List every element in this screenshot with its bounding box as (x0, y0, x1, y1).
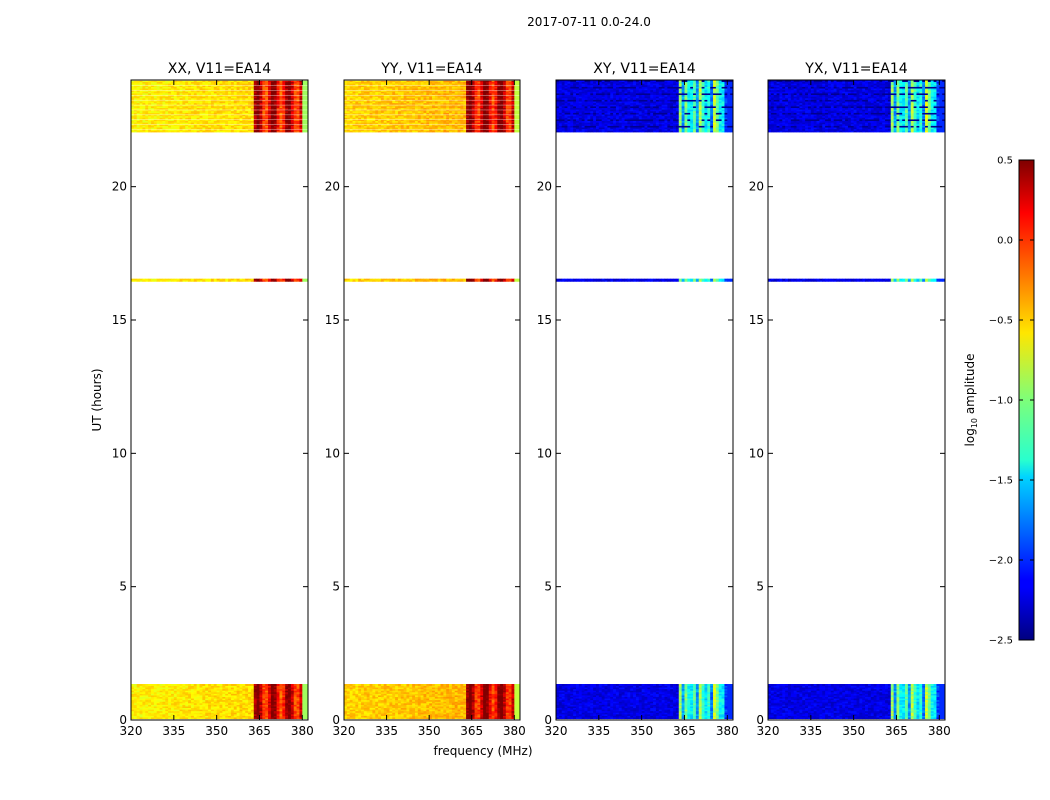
x-tick-label: 365 (673, 724, 696, 738)
x-tick-label: 350 (842, 724, 865, 738)
y-tick-label: 20 (325, 180, 340, 194)
axes-frame (555, 79, 734, 721)
colorbar-tick-label: 0.5 (997, 156, 1013, 167)
x-tick-label: 350 (630, 724, 653, 738)
y-tick-label: 10 (112, 446, 127, 460)
x-tick-label: 350 (418, 724, 441, 738)
colorbar-label: log10 amplitude (963, 354, 979, 447)
colorbar-tick-label: 0.0 (997, 236, 1013, 247)
data-band (344, 278, 520, 282)
x-tick-label: 380 (291, 724, 314, 738)
y-tick-label: 0 (544, 713, 552, 727)
x-tick-label: 320 (545, 724, 568, 738)
panel-title: YY, V11=EA14 (380, 61, 482, 77)
colorbar-tick-label: −1.5 (989, 476, 1013, 487)
y-tick-label: 20 (537, 180, 552, 194)
y-tick-label: 5 (332, 580, 340, 594)
x-tick-label: 365 (460, 724, 483, 738)
data-band (768, 80, 945, 133)
x-tick-label: 365 (885, 724, 908, 738)
data-band (556, 278, 733, 282)
data-band (131, 684, 308, 720)
y-tick-label: 15 (537, 313, 552, 327)
axes-frame (130, 79, 309, 721)
x-tick-label: 320 (757, 724, 780, 738)
y-tick-label: 5 (119, 580, 127, 594)
panel-1: YY, V11=EA14 320 335 350 365 380 0 5 10 15 20 (325, 61, 526, 738)
y-tick-label: 10 (749, 446, 764, 460)
colorbar-tick-label: −2.5 (989, 636, 1013, 647)
panel-0: XX, V11=EA14 320 335 350 365 380 0 5 10 15 20 (112, 61, 314, 738)
x-axis-label: frequency (MHz) (433, 744, 532, 758)
plot-area (131, 80, 308, 720)
data-band (768, 278, 945, 282)
colorbar-tick-label: −0.5 (989, 316, 1013, 327)
data-band (131, 278, 308, 282)
x-tick-label: 320 (120, 724, 143, 738)
y-tick-label: 15 (325, 313, 340, 327)
x-tick-label: 335 (375, 724, 398, 738)
axes-frame (767, 79, 946, 721)
x-tick-label: 335 (587, 724, 610, 738)
data-band (556, 80, 733, 133)
x-tick-label: 320 (333, 724, 356, 738)
y-tick-label: 20 (749, 180, 764, 194)
y-tick-label: 0 (332, 713, 340, 727)
plot-area (556, 80, 733, 720)
colorbar-tick-label: −1.0 (989, 396, 1013, 407)
x-tick-label: 335 (799, 724, 822, 738)
x-tick-label: 335 (162, 724, 185, 738)
x-tick-label: 380 (716, 724, 739, 738)
panel-title: XY, V11=EA14 (593, 61, 695, 77)
axes-frame (343, 79, 521, 721)
x-tick-label: 350 (205, 724, 228, 738)
y-tick-label: 0 (756, 713, 764, 727)
plot-area (344, 80, 520, 720)
y-tick-label: 10 (325, 446, 340, 460)
y-tick-label: 5 (544, 580, 552, 594)
heatmap (556, 80, 733, 720)
panel-3: YX, V11=EA14 320 335 350 365 380 0 5 10 15 20 (749, 61, 951, 738)
data-band (344, 684, 520, 720)
y-tick-label: 20 (112, 180, 127, 194)
heatmap (344, 80, 520, 720)
figure-title: 2017-07-11 0.0-24.0 (527, 15, 651, 29)
colorbar-tick-label: −2.0 (989, 556, 1013, 567)
panel-title: XX, V11=EA14 (168, 61, 272, 77)
heatmap (768, 80, 945, 720)
y-tick-label: 15 (112, 313, 127, 327)
y-tick-label: 15 (749, 313, 764, 327)
y-tick-label: 0 (119, 713, 127, 727)
data-band (768, 684, 945, 720)
x-tick-label: 365 (248, 724, 271, 738)
y-tick-label: 10 (537, 446, 552, 460)
data-band (344, 80, 520, 133)
y-axis-label: UT (hours) (90, 368, 104, 431)
heatmap (131, 80, 308, 720)
panel-2: XY, V11=EA14 320 335 350 365 380 0 5 10 15 20 (537, 61, 739, 738)
colorbar-ticks: 0.5 0.0 −0.5 −1.0 −1.5 −2.0 −2.5 (989, 156, 1034, 647)
x-tick-label: 380 (928, 724, 951, 738)
x-tick-label: 380 (503, 724, 526, 738)
colorbar: 0.5 0.0 −0.5 −1.0 −1.5 −2.0 −2.5 log10 amplitu… (963, 156, 1035, 647)
panel-title: YX, V11=EA14 (804, 61, 907, 77)
plot-area (768, 80, 945, 720)
data-band (131, 80, 308, 133)
y-tick-label: 5 (756, 580, 764, 594)
data-band (556, 684, 733, 720)
